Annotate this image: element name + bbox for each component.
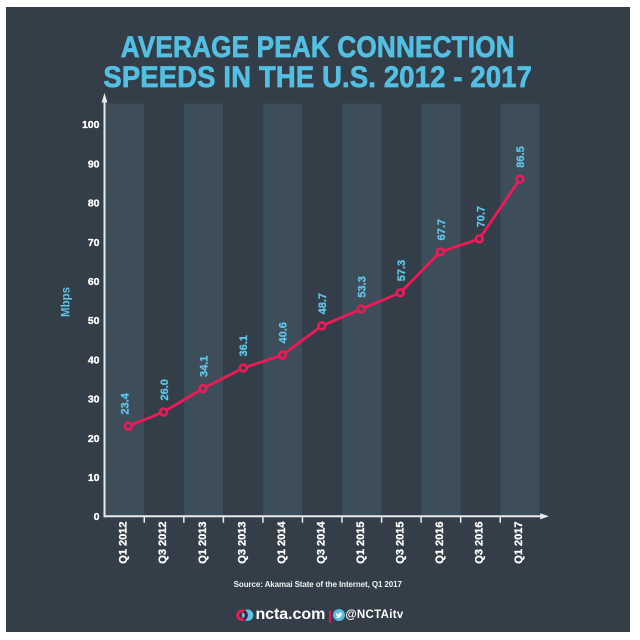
svg-text:0: 0 [94,511,100,523]
svg-text:Q3 2013: Q3 2013 [236,522,248,564]
svg-text:Q1 2015: Q1 2015 [355,522,367,564]
svg-text:Q3 2012: Q3 2012 [157,522,169,564]
svg-text:90: 90 [88,158,100,170]
svg-text:40: 40 [88,354,100,366]
svg-text:40.6: 40.6 [278,322,290,343]
svg-text:67.7: 67.7 [436,219,448,240]
svg-text:Q1 2016: Q1 2016 [434,522,446,564]
svg-text:10: 10 [88,472,100,484]
svg-text:100: 100 [82,119,100,131]
svg-text:86.5: 86.5 [515,146,527,167]
svg-text:20: 20 [88,433,100,445]
svg-text:Q3 2016: Q3 2016 [474,522,486,564]
svg-text:57.3: 57.3 [396,260,408,281]
svg-text:Mbps: Mbps [61,287,73,317]
svg-text:Q1 2017: Q1 2017 [513,522,525,564]
svg-text:53.3: 53.3 [357,276,369,297]
svg-text:48.7: 48.7 [317,293,329,314]
svg-text:50: 50 [88,315,100,327]
svg-text:Q3 2015: Q3 2015 [395,522,407,564]
svg-text:70.7: 70.7 [475,206,487,227]
svg-text:Q3 2014: Q3 2014 [315,521,327,564]
svg-text:36.1: 36.1 [238,335,250,356]
svg-text:60: 60 [88,276,100,288]
svg-text:70: 70 [88,237,100,249]
svg-text:34.1: 34.1 [198,356,210,377]
svg-text:Q1 2012: Q1 2012 [118,522,130,564]
svg-text:23.4: 23.4 [119,392,131,414]
svg-text:30: 30 [88,394,100,406]
svg-text:Q1 2013: Q1 2013 [197,522,209,564]
svg-text:26.0: 26.0 [159,379,171,400]
svg-text:Q1 2014: Q1 2014 [276,521,288,564]
svg-text:80: 80 [88,198,100,210]
